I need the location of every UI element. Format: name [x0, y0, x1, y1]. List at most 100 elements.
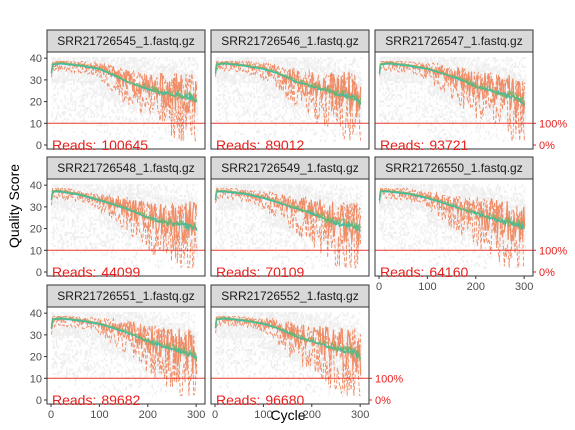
- panel-plot-area: [375, 184, 533, 269]
- reads-value: 100645: [101, 137, 148, 153]
- lower-quartile-line: [51, 318, 198, 397]
- y-tick-label: 40: [30, 53, 42, 65]
- x-tick-label: 200: [467, 281, 485, 293]
- reads-value: 93721: [429, 137, 468, 153]
- panel-plot-area: [47, 184, 205, 269]
- y-tick-label: 20: [30, 224, 42, 236]
- reads-count-label: Reads: 64160: [380, 264, 469, 280]
- y-tick-label: 10: [30, 373, 42, 385]
- lower-quartile-line: [215, 319, 361, 397]
- y-tick-label: 30: [30, 330, 42, 342]
- panel-plot-area: [375, 57, 533, 142]
- panel-border: [46, 306, 206, 405]
- panel-background: [375, 52, 533, 149]
- pct-label: 100%: [539, 118, 567, 130]
- cumulative-median-line: [378, 62, 526, 105]
- reads-value: 64160: [429, 264, 468, 280]
- panel-plot-area: [211, 57, 369, 142]
- y-tick-label: 30: [30, 202, 42, 214]
- facet-panel: SRR21726551_1.fastq.gz Reads: 89682 0 10 20 30…: [30, 284, 206, 421]
- mean-quality-line: [50, 62, 198, 103]
- facet-panel: SRR21726548_1.fastq.gz Reads: 44099 0 10 20 30…: [30, 156, 206, 280]
- panel-plot-area: [211, 312, 369, 397]
- facet-panel: SRR21726552_1.fastq.gz Reads: 96680 0 100 200…: [210, 284, 403, 421]
- upper-quartile-line: [215, 315, 362, 362]
- reads-count-label: Reads: 96680: [216, 392, 305, 408]
- cumulative-median-line: [50, 190, 197, 231]
- facet-title: SRR21726546_1.fastq.gz: [221, 34, 358, 48]
- reads-count-label: Reads: 44099: [52, 264, 141, 280]
- x-tick-label: 0: [376, 281, 382, 293]
- cumulative-median-line: [214, 190, 362, 233]
- facet-title: SRR21726549_1.fastq.gz: [221, 161, 358, 175]
- y-tick-label: 10: [30, 118, 42, 130]
- x-tick-label: 100: [254, 409, 272, 421]
- quality-heatmap: [379, 57, 527, 142]
- y-tick-label: 40: [30, 180, 42, 192]
- cumulative-median-line: [378, 190, 526, 230]
- y-axis-title: Quality Score: [6, 164, 22, 248]
- y-tick-label: 40: [30, 308, 42, 320]
- y-tick-label: 0: [36, 267, 42, 279]
- facet-title: SRR21726547_1.fastq.gz: [385, 34, 522, 48]
- mean-quality-line: [378, 62, 526, 106]
- x-tick-label: 0: [212, 409, 218, 421]
- pct-label: 0%: [539, 140, 555, 152]
- reads-count-label: Reads: 70109: [216, 264, 305, 280]
- x-tick-label: 100: [90, 409, 108, 421]
- facet-panel: SRR21726549_1.fastq.gz Reads: 70109: [210, 156, 370, 280]
- reads-count-label: Reads: 89682: [52, 392, 141, 408]
- y-tick-label: 30: [30, 75, 42, 87]
- reads-value: 44099: [101, 264, 140, 280]
- y-tick-label: 0: [36, 395, 42, 407]
- facet-title: SRR21726548_1.fastq.gz: [57, 161, 194, 175]
- reads-prefix: Reads:: [52, 137, 96, 153]
- x-tick-label: 0: [48, 409, 54, 421]
- pct-label: 0%: [375, 395, 391, 407]
- x-axis-title: Cycle: [270, 407, 305, 423]
- reads-prefix: Reads:: [216, 392, 260, 408]
- x-tick-label: 300: [351, 409, 369, 421]
- cumulative-median-line: [214, 62, 362, 108]
- y-tick-label: 0: [36, 140, 42, 152]
- facet-title: SRR21726550_1.fastq.gz: [385, 161, 522, 175]
- x-tick-label: 300: [187, 409, 205, 421]
- cumulative-median-line: [214, 317, 362, 362]
- panel-border: [210, 178, 370, 277]
- cumulative-median-line: [50, 62, 198, 103]
- y-tick-label: 20: [30, 352, 42, 364]
- reads-value: 96680: [265, 392, 304, 408]
- panel-border: [374, 178, 534, 277]
- panel-border: [210, 306, 370, 405]
- reads-value: 89682: [101, 392, 140, 408]
- reads-prefix: Reads:: [52, 264, 96, 280]
- y-tick-label: 10: [30, 245, 42, 257]
- reads-prefix: Reads:: [52, 392, 96, 408]
- reads-prefix: Reads:: [216, 264, 260, 280]
- cumulative-median-line: [50, 317, 198, 362]
- pct-label: 0%: [539, 267, 555, 279]
- panel-border: [46, 51, 206, 150]
- x-tick-label: 300: [515, 281, 533, 293]
- x-tick-label: 200: [139, 409, 157, 421]
- reads-prefix: Reads:: [380, 137, 424, 153]
- lower-quartile-line: [215, 191, 362, 269]
- panel-border: [210, 51, 370, 150]
- pct-label: 100%: [375, 373, 403, 385]
- mean-quality-line: [378, 190, 525, 232]
- panel-plot-area: [47, 57, 205, 142]
- lower-quartile-line: [215, 63, 362, 141]
- x-tick-label: 100: [418, 281, 436, 293]
- panel-border: [374, 51, 534, 150]
- facet-title: SRR21726551_1.fastq.gz: [57, 289, 194, 303]
- facet-panel: SRR21726546_1.fastq.gz Reads: 89012: [210, 29, 370, 153]
- facet-title: SRR21726545_1.fastq.gz: [57, 34, 194, 48]
- y-tick-label: 20: [30, 97, 42, 109]
- reads-count-label: Reads: 93721: [380, 137, 469, 153]
- facet-panel: SRR21726547_1.fastq.gz Reads: 93721 100% 0%: [374, 29, 567, 153]
- reads-prefix: Reads:: [380, 264, 424, 280]
- x-tick-label: 200: [303, 409, 321, 421]
- pct-label: 100%: [539, 245, 567, 257]
- reads-prefix: Reads:: [216, 137, 260, 153]
